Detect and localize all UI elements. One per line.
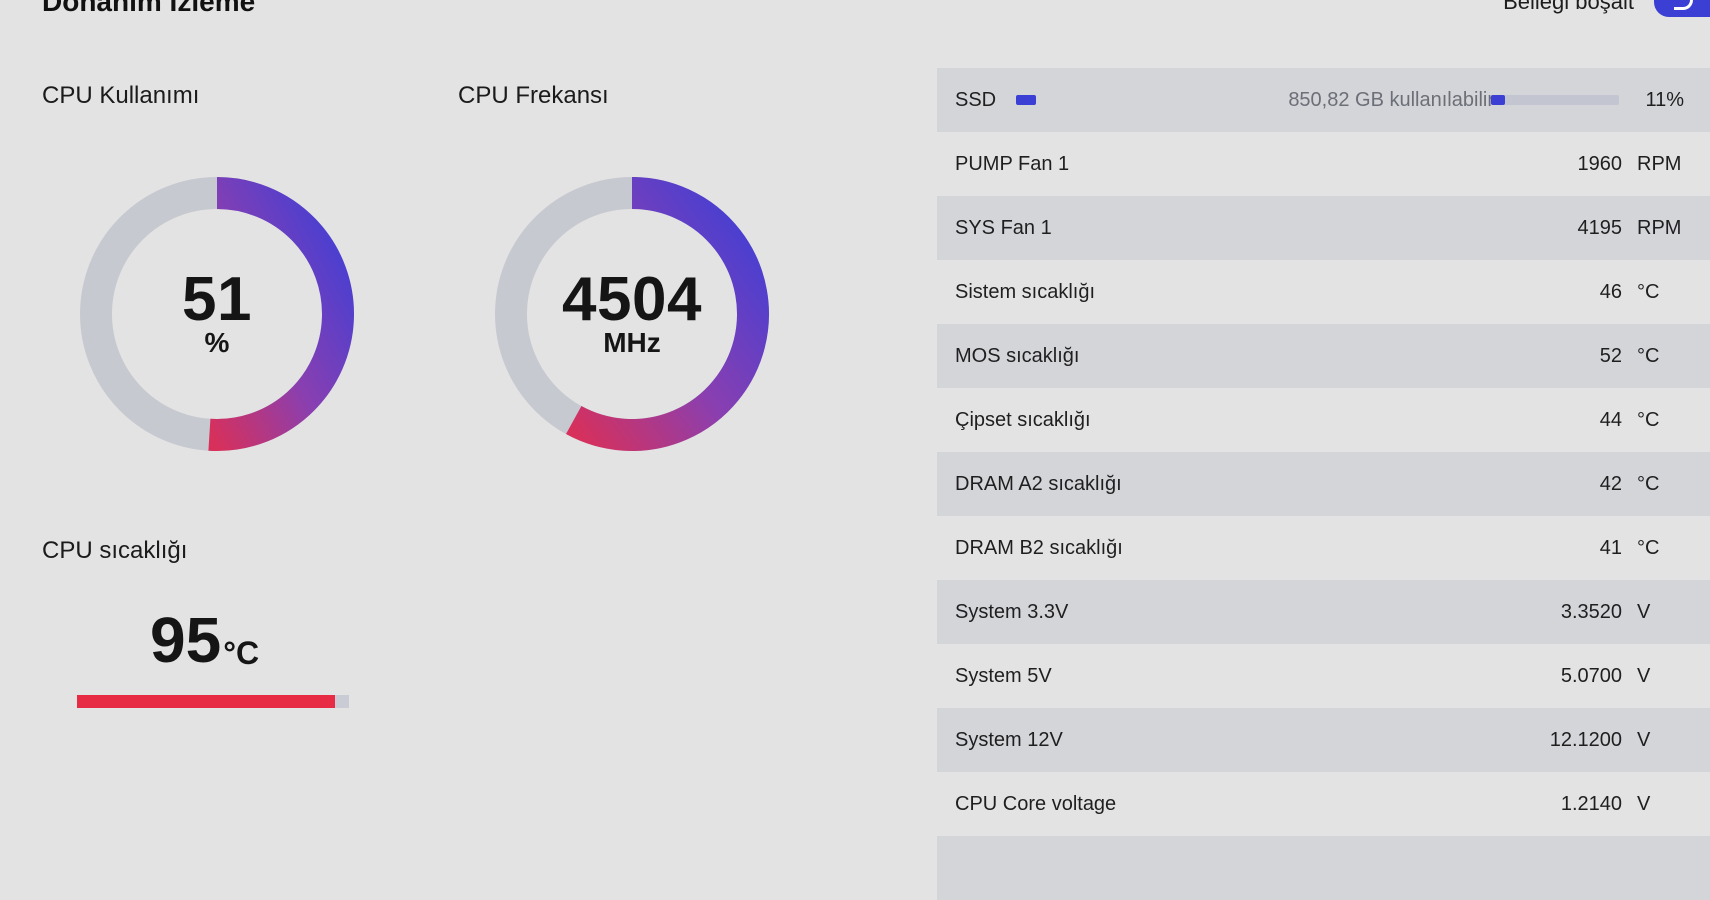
- sensor-unit: °C: [1637, 536, 1660, 559]
- cpu-frequency-value: 4504: [562, 265, 702, 334]
- sensor-value: 1960: [1577, 152, 1623, 175]
- sensor-unit: °C: [1637, 280, 1660, 303]
- sensor-value: 42: [1599, 472, 1622, 495]
- cpu-frequency-unit: MHz: [603, 327, 661, 358]
- sensor-list: SSD 850,82 GB kullanılabilir 11% PUMP Fa…: [937, 68, 1710, 900]
- sensor-unit: V: [1637, 792, 1651, 815]
- sensor-unit: °C: [1637, 472, 1660, 495]
- storage-usage-bar-fill: [1491, 95, 1506, 105]
- ssd-indicator-icon: [1016, 95, 1036, 105]
- sensor-unit: V: [1637, 728, 1651, 751]
- page-title: Donanım İzleme: [42, 0, 256, 17]
- free-memory-label: Belleği boşalt: [1503, 0, 1634, 14]
- sensor-label: SYS Fan 1: [955, 216, 1052, 239]
- sensor-row: DRAM B2 sıcaklığı 41 °C: [937, 516, 1710, 580]
- sensor-value: 41: [1599, 536, 1622, 559]
- sensor-value: 1.2140: [1560, 792, 1622, 815]
- cpu-temp-bar-fill: [77, 695, 336, 708]
- sensor-row-partial: [937, 836, 1710, 900]
- sensor-value: 4195: [1577, 216, 1623, 239]
- cpu-temp-value: 95: [150, 604, 222, 676]
- sensor-row: Sistem sıcaklığı 46 °C: [937, 260, 1710, 324]
- sensor-unit: °C: [1637, 344, 1660, 367]
- sensor-label: MOS sıcaklığı: [955, 344, 1080, 367]
- sensor-label: System 5V: [955, 664, 1052, 687]
- cpu-frequency-title: CPU Frekansı: [458, 82, 609, 109]
- cpu-usage-title: CPU Kullanımı: [42, 82, 200, 109]
- cpu-usage-value: 51: [182, 265, 252, 334]
- sensor-row: System 5V 5.0700 V: [937, 644, 1710, 708]
- sensor-label: System 12V: [955, 728, 1063, 751]
- sensor-unit: V: [1637, 664, 1651, 687]
- sensor-value: 44: [1599, 408, 1622, 431]
- sensor-row: DRAM A2 sıcaklığı 42 °C: [937, 452, 1710, 516]
- sensor-value: 46: [1599, 280, 1622, 303]
- storage-used-percent: 11%: [1645, 88, 1684, 111]
- sensor-unit: V: [1637, 600, 1651, 623]
- sensor-row: System 3.3V 3.3520 V: [937, 580, 1710, 644]
- sensor-label: Çipset sıcaklığı: [955, 408, 1091, 431]
- gauge-arc: [566, 177, 769, 451]
- sensor-row: Çipset sıcaklığı 44 °C: [937, 388, 1710, 452]
- sensor-label: PUMP Fan 1: [955, 152, 1070, 175]
- sensor-label: Sistem sıcaklığı: [955, 280, 1096, 303]
- sensor-label: CPU Core voltage: [955, 792, 1117, 815]
- cpu-usage-gauge: 51 %: [79, 176, 355, 452]
- sensor-value: 5.0700: [1560, 664, 1622, 687]
- cpu-usage-unit: %: [204, 327, 230, 358]
- gauge-ring: [495, 177, 769, 451]
- sensor-row: SYS Fan 1 4195 RPM: [937, 196, 1710, 260]
- sensor-row: PUMP Fan 1 1960 RPM: [937, 132, 1710, 196]
- sensor-row: System 12V 12.1200 V: [937, 708, 1710, 772]
- free-memory-button[interactable]: [1654, 0, 1710, 17]
- refresh-icon: [1674, 0, 1693, 10]
- sensor-label: DRAM B2 sıcaklığı: [955, 536, 1123, 559]
- sensor-row: CPU Core voltage 1.2140 V: [937, 772, 1710, 836]
- sensor-value: 3.3520: [1560, 600, 1622, 623]
- free-memory-control: Belleği boşalt: [1503, 0, 1710, 18]
- gauge-ring: [80, 177, 354, 451]
- cpu-temp-unit: °C: [223, 635, 260, 671]
- storage-usage-bar: [1491, 95, 1619, 105]
- sensor-unit: RPM: [1637, 216, 1682, 239]
- sensor-unit: RPM: [1637, 152, 1682, 175]
- storage-label: SSD: [955, 88, 997, 111]
- cpu-temp-reading: 95 °C: [150, 608, 259, 672]
- storage-available: 850,82 GB kullanılabilir: [1288, 88, 1494, 111]
- sensor-row: MOS sıcaklığı 52 °C: [937, 324, 1710, 388]
- sensor-label: DRAM A2 sıcaklığı: [955, 472, 1122, 495]
- sensor-value: 12.1200: [1549, 728, 1622, 751]
- cpu-frequency-gauge: 4504 MHz: [494, 176, 770, 452]
- cpu-temp-bar: [77, 695, 349, 708]
- gauge-arc: [208, 177, 354, 451]
- sensor-value: 52: [1599, 344, 1622, 367]
- storage-row: SSD 850,82 GB kullanılabilir 11%: [937, 68, 1710, 132]
- sensor-label: System 3.3V: [955, 600, 1069, 623]
- sensor-unit: °C: [1637, 408, 1660, 431]
- cpu-temp-title: CPU sıcaklığı: [42, 537, 188, 564]
